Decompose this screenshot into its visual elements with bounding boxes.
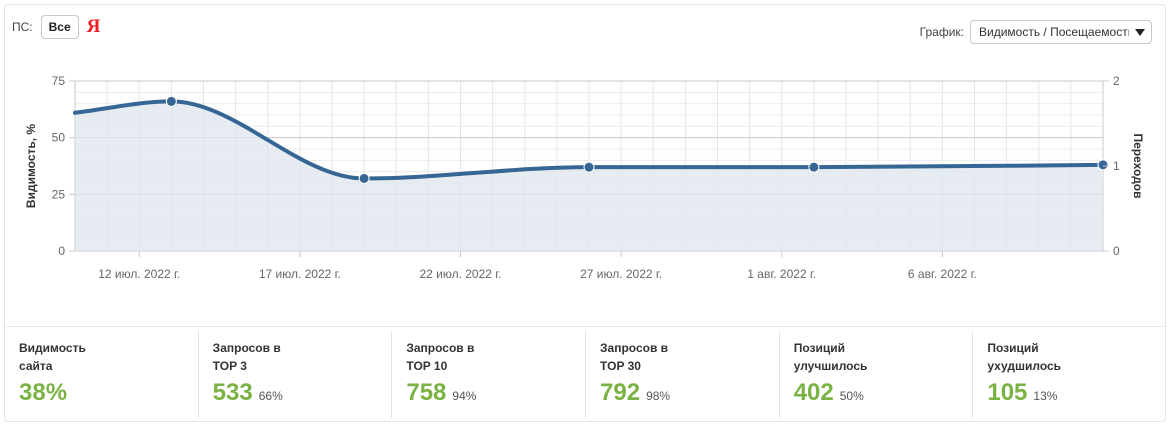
stat-percent: 98%	[646, 389, 671, 403]
stat-value: 38%	[19, 379, 68, 406]
x-tick-label: 22 июл. 2022 г.	[419, 267, 501, 281]
x-tick-label: 6 авг. 2022 г.	[908, 267, 977, 281]
stat-improved: Позиций улучшилось 402 50%	[778, 327, 973, 422]
data-point	[583, 161, 595, 173]
stat-percent: 50%	[839, 389, 864, 403]
y-axis-label-right: Переходов	[1131, 133, 1145, 198]
stat-worsened: Позиций ухудшилось 105 13%	[972, 327, 1166, 422]
y-right-tick-label: 1	[1113, 159, 1120, 173]
x-ticks: 12 июл. 2022 г. 17 июл. 2022 г. 22 июл. 20…	[98, 251, 977, 281]
stat-top3: Запросов в TOP 3 533 66%	[197, 327, 392, 422]
y-left-tick-label: 50	[52, 131, 66, 145]
stat-percent: 66%	[258, 389, 283, 403]
stat-percent: 13%	[1033, 389, 1058, 403]
x-tick-label: 27 июл. 2022 г.	[580, 267, 662, 281]
chart-markers	[165, 95, 1109, 184]
y-right-ticks: 0 1 2	[1103, 74, 1120, 258]
x-tick-label: 12 июл. 2022 г.	[98, 267, 180, 281]
graph-selector: График: Видимость / Посещаемость	[920, 20, 1152, 44]
stat-label: Видимость сайта	[19, 341, 86, 373]
y-right-tick-label: 0	[1113, 244, 1120, 258]
stat-value: 792	[600, 379, 641, 406]
graph-type-value: Видимость / Посещаемость	[979, 25, 1129, 39]
stat-visibility: Видимость сайта 38%	[4, 327, 198, 422]
stat-label: Позиций ухудшилось	[987, 341, 1062, 373]
data-point	[358, 172, 370, 184]
stat-label: Запросов в TOP 10	[406, 341, 475, 373]
ps-label: ПС:	[12, 20, 33, 34]
y-right-tick-label: 2	[1113, 74, 1120, 88]
stats-row: Видимость сайта 38% Запросов в TOP 3 533…	[4, 326, 1166, 422]
graph-type-select[interactable]: Видимость / Посещаемость	[970, 20, 1152, 44]
y-left-tick-label: 25	[52, 187, 66, 201]
visibility-line	[73, 99, 1105, 181]
stat-label: Позиций улучшилось	[793, 341, 868, 373]
stat-value: 758	[406, 379, 447, 406]
data-point	[808, 161, 820, 173]
y-left-tick-label: 0	[58, 244, 65, 258]
data-point	[1097, 159, 1109, 171]
stat-top10: Запросов в TOP 10 758 94%	[391, 327, 585, 422]
all-engines-button[interactable]: Все	[40, 15, 79, 39]
y-left-tick-label: 75	[52, 74, 66, 88]
stat-value: 533	[212, 379, 253, 406]
y-left-ticks: 0 25 50 75	[52, 74, 75, 258]
stat-value: 402	[793, 379, 834, 406]
x-tick-label: 1 авг. 2022 г.	[747, 267, 816, 281]
stat-value: 105	[987, 379, 1028, 406]
stat-top30: Запросов в TOP 30 792 98%	[585, 327, 779, 422]
visibility-area	[75, 101, 1103, 252]
stat-label: Запросов в TOP 3	[212, 341, 281, 373]
search-engine-filter: ПС: Все Я	[12, 14, 100, 40]
x-tick-label: 17 июл. 2022 г.	[259, 267, 341, 281]
data-point	[165, 95, 177, 107]
stat-percent: 94%	[452, 389, 477, 403]
stat-label: Запросов в TOP 30	[600, 341, 669, 373]
visibility-chart: 0 25 50 75 0 1 2 12 июл. 2022 г. 17 июл. 2022 …	[24, 74, 1145, 281]
chevron-down-icon	[1135, 29, 1145, 36]
graph-label: График:	[919, 25, 964, 39]
y-axis-label-left: Видимость, %	[24, 124, 38, 209]
yandex-icon[interactable]: Я	[86, 16, 101, 37]
